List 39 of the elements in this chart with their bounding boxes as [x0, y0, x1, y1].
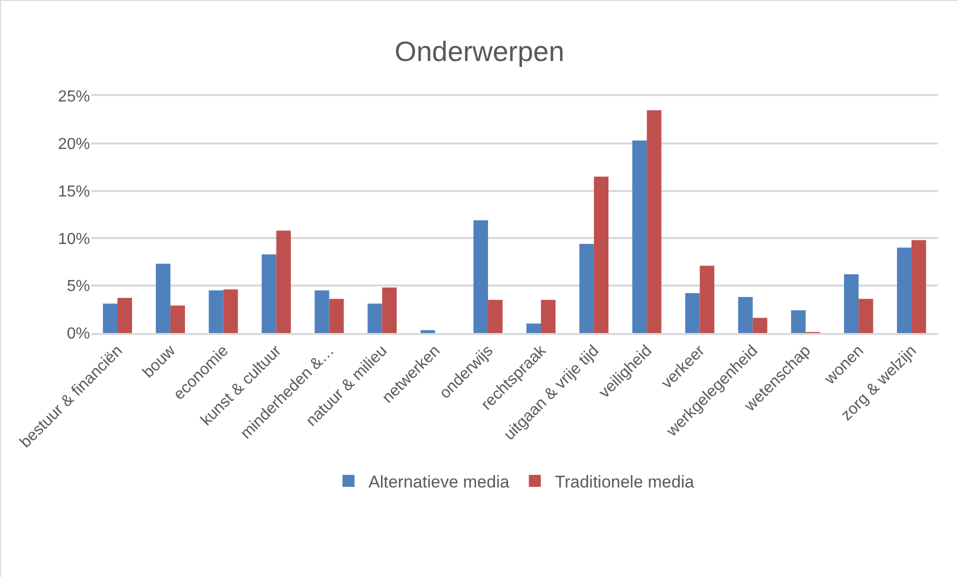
bar	[526, 324, 541, 333]
bar	[329, 298, 344, 333]
y-tick-label: 25%	[58, 88, 90, 106]
bar	[791, 310, 806, 333]
y-tick-label: 20%	[58, 136, 90, 153]
bar	[540, 300, 556, 333]
bar	[579, 244, 594, 333]
bar	[170, 306, 185, 333]
bar	[896, 248, 912, 333]
bar	[685, 293, 700, 333]
bar	[262, 254, 276, 333]
bar	[632, 140, 647, 333]
bar	[276, 230, 291, 333]
bar	[314, 290, 330, 333]
bar	[752, 318, 768, 333]
bar	[223, 289, 238, 333]
bar	[594, 176, 608, 333]
bar	[646, 110, 662, 333]
bar	[473, 220, 488, 333]
y-tick-label: 15%	[58, 183, 90, 200]
bar	[368, 304, 382, 333]
bar	[117, 298, 132, 333]
bar	[912, 240, 926, 333]
bar	[858, 298, 874, 333]
bar	[208, 290, 224, 333]
y-tick-label: 0%	[66, 326, 90, 343]
bar	[844, 274, 859, 333]
bar	[488, 300, 503, 333]
bar	[156, 264, 170, 333]
bar	[700, 266, 714, 333]
legend-label: Alternatieve media	[368, 472, 510, 492]
legend-label: Traditionele media	[554, 472, 695, 492]
bar	[420, 330, 436, 333]
y-tick-label: 10%	[58, 230, 90, 248]
bar	[102, 304, 118, 333]
chart-title: Onderwerpen	[394, 36, 564, 67]
bar	[738, 296, 753, 333]
y-tick-label: 5%	[66, 278, 90, 296]
bar	[382, 288, 397, 333]
